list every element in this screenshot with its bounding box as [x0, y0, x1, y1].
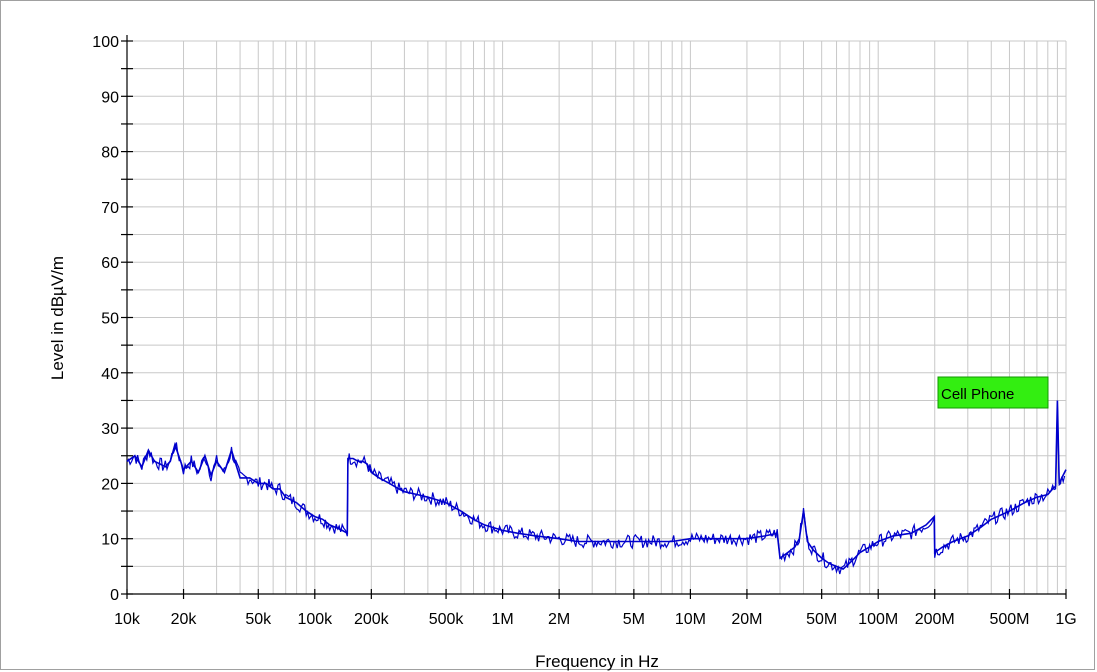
series-noise-trace — [126, 405, 1066, 575]
y-tick-label: 40 — [101, 366, 119, 383]
x-tick-label: 5M — [623, 611, 645, 628]
x-tick-label: 200M — [915, 611, 955, 628]
y-tick-label: 100 — [92, 34, 119, 51]
x-tick-labels: 10k 20k 50k 100k 200k 500k 1M 2M 5M 10M 20M 50M 100M… — [114, 611, 1077, 628]
y-tick-label: 0 — [110, 587, 119, 604]
y-tick-label: 90 — [101, 89, 119, 106]
x-tick-label: 200k — [354, 611, 390, 628]
x-tick-label: 20k — [171, 611, 198, 628]
x-tick-label: 10M — [675, 611, 706, 628]
x-tick-label: 500k — [429, 611, 465, 628]
x-tick-label: 50M — [806, 611, 837, 628]
grid-lines — [126, 40, 1067, 595]
x-tick-label: 20M — [731, 611, 762, 628]
y-tick-label: 80 — [101, 145, 119, 162]
x-tick-label: 10k — [114, 611, 141, 628]
x-tick-label: 2M — [548, 611, 570, 628]
y-tick-label: 10 — [101, 532, 119, 549]
x-tick-label: 500M — [989, 611, 1029, 628]
annotation-label: Cell Phone — [941, 386, 1014, 403]
x-tick-label: 1G — [1055, 611, 1076, 628]
x-tick-label: 1M — [491, 611, 513, 628]
y-tick-label: 20 — [101, 476, 119, 493]
annotation-box — [937, 376, 1049, 409]
x-tick-label: 100M — [858, 611, 898, 628]
x-tick-label: 50k — [245, 611, 272, 628]
series-group — [126, 400, 1067, 575]
axes — [121, 35, 1067, 599]
y-tick-label: 70 — [101, 200, 119, 217]
y-tick-label: 60 — [101, 255, 119, 272]
annotations: Cell Phone — [937, 376, 1049, 409]
y-tick-labels: 0 10 20 30 40 50 60 70 80 90 100 — [92, 34, 119, 604]
series-line — [126, 400, 1067, 571]
y-axis-label: Level in dBµV/m — [48, 256, 67, 380]
x-tick-label: 100k — [297, 611, 333, 628]
x-axis-label: Frequency in Hz — [535, 652, 659, 671]
y-tick-label: 50 — [101, 311, 119, 328]
y-tick-label: 30 — [101, 421, 119, 438]
